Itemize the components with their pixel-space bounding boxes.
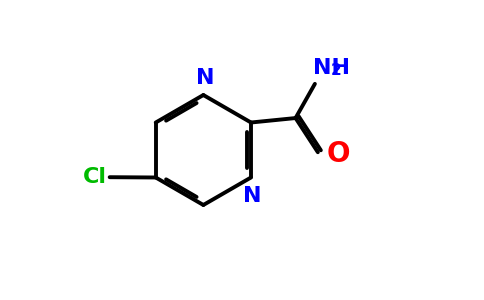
Text: O: O: [326, 140, 349, 168]
Text: N: N: [243, 186, 262, 206]
Text: 2: 2: [331, 63, 342, 78]
Text: N: N: [196, 68, 214, 88]
Text: NH: NH: [313, 58, 349, 78]
Text: Cl: Cl: [83, 167, 107, 187]
